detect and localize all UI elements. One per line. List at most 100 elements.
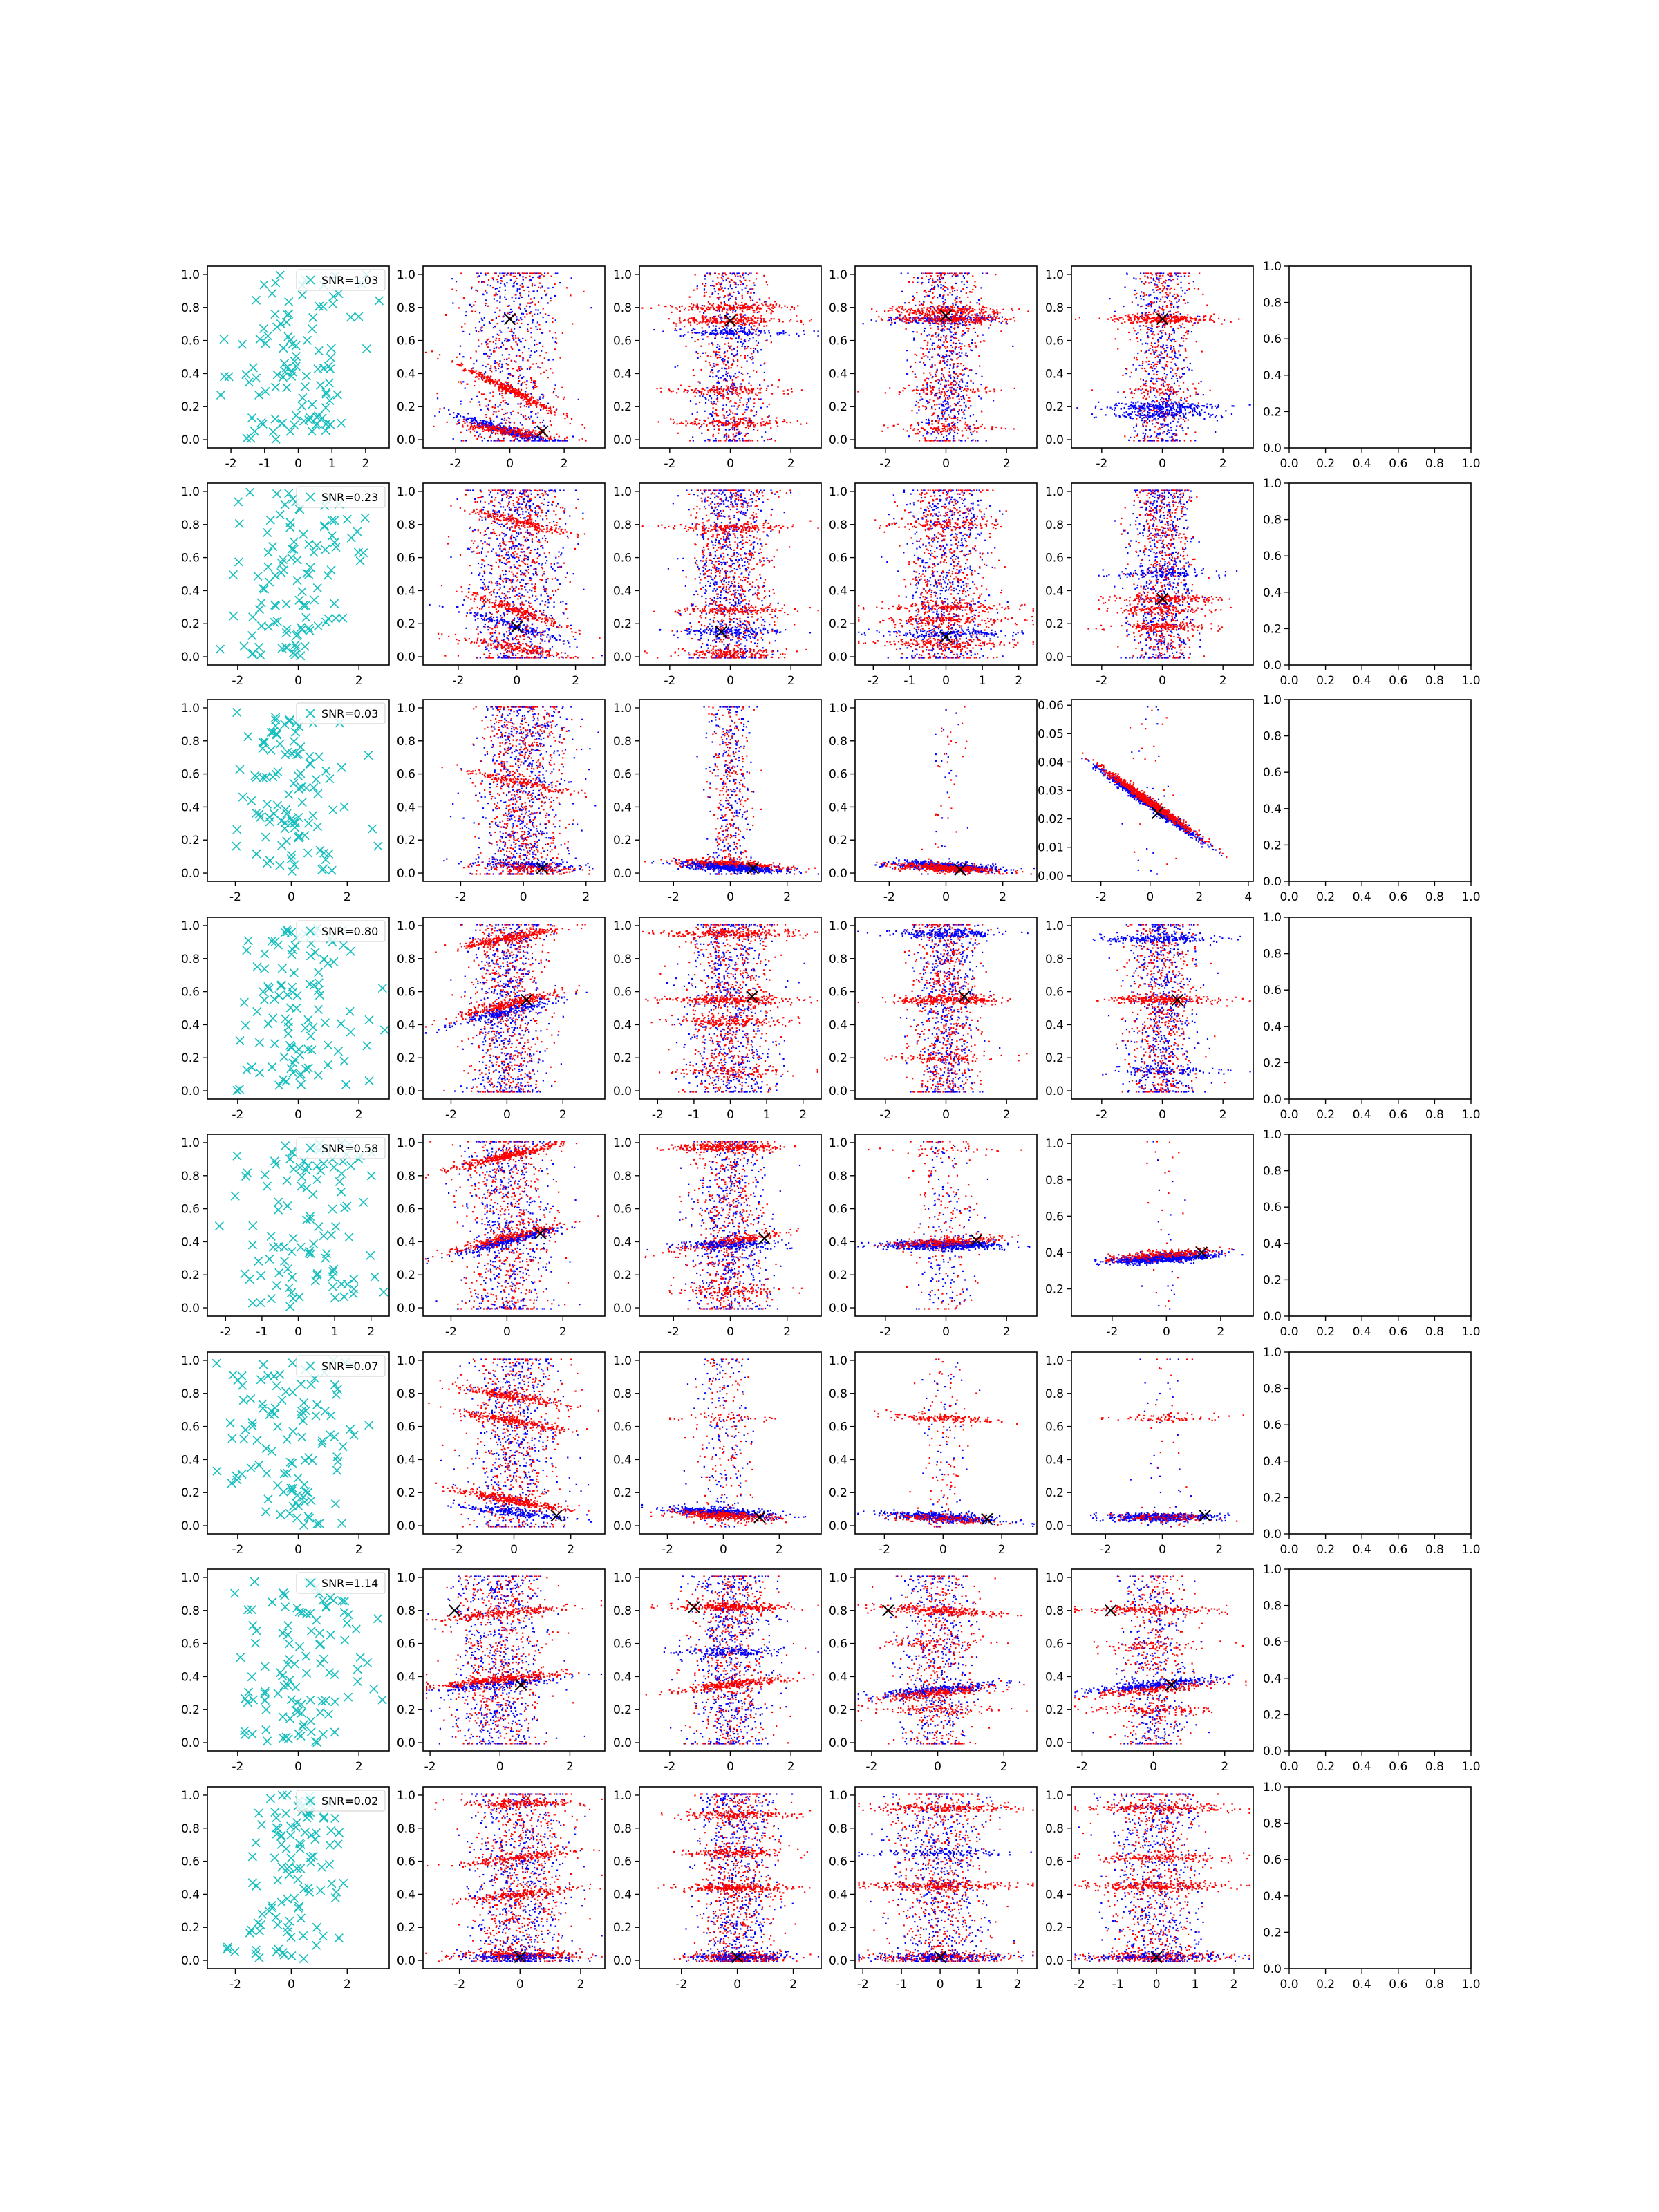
data-point	[482, 420, 484, 422]
data-point	[501, 393, 503, 394]
data-point	[538, 287, 539, 288]
data-point	[480, 374, 482, 375]
data-point	[735, 283, 736, 285]
data-point	[549, 330, 550, 332]
data-point	[717, 276, 718, 278]
data-point	[529, 435, 530, 437]
data-point	[539, 355, 541, 356]
data-point	[722, 397, 724, 399]
data-point	[456, 290, 457, 291]
data-point	[533, 388, 534, 389]
data-point	[485, 272, 486, 274]
data-point	[748, 398, 749, 400]
data-point	[512, 331, 513, 332]
data-point	[726, 335, 727, 336]
data-point	[498, 347, 500, 348]
data-point	[498, 424, 499, 426]
data-point	[522, 352, 523, 353]
data-point	[487, 364, 489, 365]
data-point	[482, 365, 484, 366]
data-point	[561, 387, 563, 388]
data-point	[740, 383, 742, 384]
data-point	[742, 283, 743, 284]
data-point	[482, 426, 484, 427]
data-point	[516, 390, 518, 391]
data-point	[555, 272, 556, 274]
data-point	[513, 339, 514, 341]
data-point	[496, 362, 498, 363]
data-point	[485, 430, 487, 431]
data-point	[710, 364, 711, 366]
data-point	[539, 342, 541, 344]
data-point	[572, 323, 573, 324]
data-point	[728, 436, 729, 438]
data-point	[747, 293, 748, 294]
data-point	[510, 346, 512, 347]
data-point	[512, 348, 513, 350]
data-point	[480, 420, 481, 421]
data-point	[718, 381, 719, 382]
data-point	[537, 402, 538, 403]
data-point	[471, 306, 472, 307]
data-point	[718, 273, 720, 274]
data-point	[554, 348, 556, 350]
data-point	[518, 366, 520, 368]
data-point	[470, 357, 471, 359]
data-point	[521, 424, 523, 425]
data-point	[532, 290, 534, 292]
data-point	[503, 344, 504, 346]
data-point	[753, 292, 755, 293]
data-point	[462, 331, 464, 332]
data-point	[740, 397, 742, 399]
data-point	[529, 366, 531, 368]
data-point	[720, 395, 722, 396]
data-point	[478, 435, 479, 436]
data-point	[540, 427, 541, 428]
data-point	[466, 384, 467, 385]
data-point	[501, 418, 503, 420]
data-point	[469, 333, 470, 335]
data-point	[501, 364, 503, 365]
data-point	[476, 330, 477, 332]
data-point	[695, 274, 696, 275]
data-point	[702, 353, 704, 354]
data-point	[700, 356, 701, 357]
data-point	[489, 401, 490, 402]
data-point	[727, 278, 729, 279]
data-point	[541, 440, 542, 441]
data-point	[510, 429, 512, 431]
data-point	[713, 316, 715, 317]
data-point	[500, 332, 502, 333]
data-point	[529, 280, 530, 281]
data-point	[512, 297, 513, 298]
data-point	[765, 431, 766, 433]
data-point	[723, 280, 724, 281]
data-point	[439, 411, 440, 413]
data-point	[525, 401, 527, 402]
data-point	[471, 424, 472, 425]
data-point	[466, 430, 467, 431]
data-point	[532, 276, 534, 278]
data-point	[542, 422, 543, 423]
data-point	[697, 353, 699, 354]
data-point	[750, 397, 751, 399]
data-point	[746, 404, 747, 405]
data-point	[541, 406, 542, 407]
data-point	[534, 314, 535, 315]
data-point	[771, 438, 772, 439]
data-point	[545, 294, 547, 296]
data-point	[724, 295, 726, 297]
data-point	[508, 426, 509, 427]
data-point	[748, 340, 749, 341]
data-point	[485, 371, 486, 373]
data-point	[737, 429, 738, 430]
data-point	[485, 274, 486, 275]
data-point	[690, 400, 691, 402]
data-point	[498, 316, 500, 317]
data-point	[735, 282, 736, 283]
data-point	[552, 287, 554, 288]
data-point	[708, 400, 709, 401]
data-point	[492, 395, 494, 397]
data-point	[525, 418, 527, 420]
data-point	[478, 272, 479, 274]
